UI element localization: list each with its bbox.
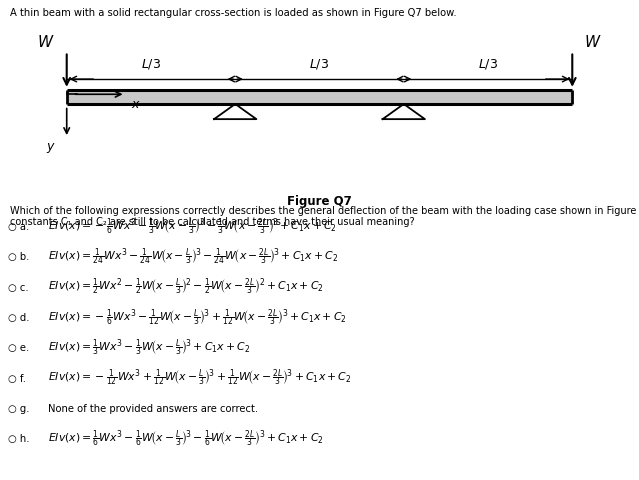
Text: $y$: $y$ [46, 140, 56, 154]
Text: ○ d.: ○ d. [8, 312, 29, 322]
Text: $W$: $W$ [584, 34, 602, 50]
Text: $L/3$: $L/3$ [309, 57, 330, 71]
Text: A thin beam with a solid rectangular cross-section is loaded as shown in Figure : A thin beam with a solid rectangular cro… [10, 8, 456, 18]
Text: $EIv(x) = \frac{1}{24}Wx^3 - \frac{1}{24}W\!\left(x-\frac{L}{3}\right)^{\!3} - \: $EIv(x) = \frac{1}{24}Wx^3 - \frac{1}{24… [48, 246, 338, 267]
Text: ○ e.: ○ e. [8, 343, 29, 352]
Text: $x$: $x$ [132, 97, 141, 110]
Text: ○ a.: ○ a. [8, 222, 29, 231]
Text: $EIv(x) = \frac{1}{6}Wx^3 - \frac{1}{6}W\!\left(x-\frac{L}{3}\right)^{\!3} - \fr: $EIv(x) = \frac{1}{6}Wx^3 - \frac{1}{6}W… [48, 428, 323, 449]
Text: ○ g.: ○ g. [8, 403, 29, 413]
Text: ○ c.: ○ c. [8, 282, 28, 292]
Text: $EIv(x) = \frac{1}{3}Wx^3 - \frac{1}{3}W\!\left(x-\frac{L}{3}\right)^{\!3} + C_1: $EIv(x) = \frac{1}{3}Wx^3 - \frac{1}{3}W… [48, 337, 250, 358]
Text: Which of the following expressions correctly describes the general deflection of: Which of the following expressions corre… [10, 205, 639, 216]
Text: $EIv(x) = \frac{1}{2}Wx^2 - \frac{1}{2}W\!\left(x-\frac{L}{3}\right)^{\!2} - \fr: $EIv(x) = \frac{1}{2}Wx^2 - \frac{1}{2}W… [48, 276, 323, 298]
Text: ○ b.: ○ b. [8, 252, 29, 262]
Bar [66, 91, 573, 105]
Text: $L/3$: $L/3$ [141, 57, 161, 71]
Text: ○ f.: ○ f. [8, 373, 26, 383]
Text: $EIv(x) = -\frac{1}{12}Wx^3 + \frac{1}{12}W\!\left(x-\frac{L}{3}\right)^{\!3} + : $EIv(x) = -\frac{1}{12}Wx^3 + \frac{1}{1… [48, 367, 351, 388]
Text: None of the provided answers are correct.: None of the provided answers are correct… [48, 403, 258, 413]
Text: $EIv(x) = -\frac{1}{6}Wx^3 - \frac{1}{3}W\!\left(x-\frac{L}{3}\right)^{\!3} - \f: $EIv(x) = -\frac{1}{6}Wx^3 - \frac{1}{3}… [48, 216, 337, 237]
Text: constants C₁ and C₂ are still to be calculated and terms have their usual meanin: constants C₁ and C₂ are still to be calc… [10, 216, 414, 227]
Text: $EIv(x) = -\frac{1}{6}Wx^3 - \frac{1}{12}W\!\left(x-\frac{L}{3}\right)^{\!3} + \: $EIv(x) = -\frac{1}{6}Wx^3 - \frac{1}{12… [48, 307, 346, 328]
Text: ○ h.: ○ h. [8, 433, 29, 443]
Text: $L/3$: $L/3$ [478, 57, 498, 71]
Text: $W$: $W$ [37, 34, 55, 50]
Text: Figure Q7: Figure Q7 [287, 194, 352, 207]
